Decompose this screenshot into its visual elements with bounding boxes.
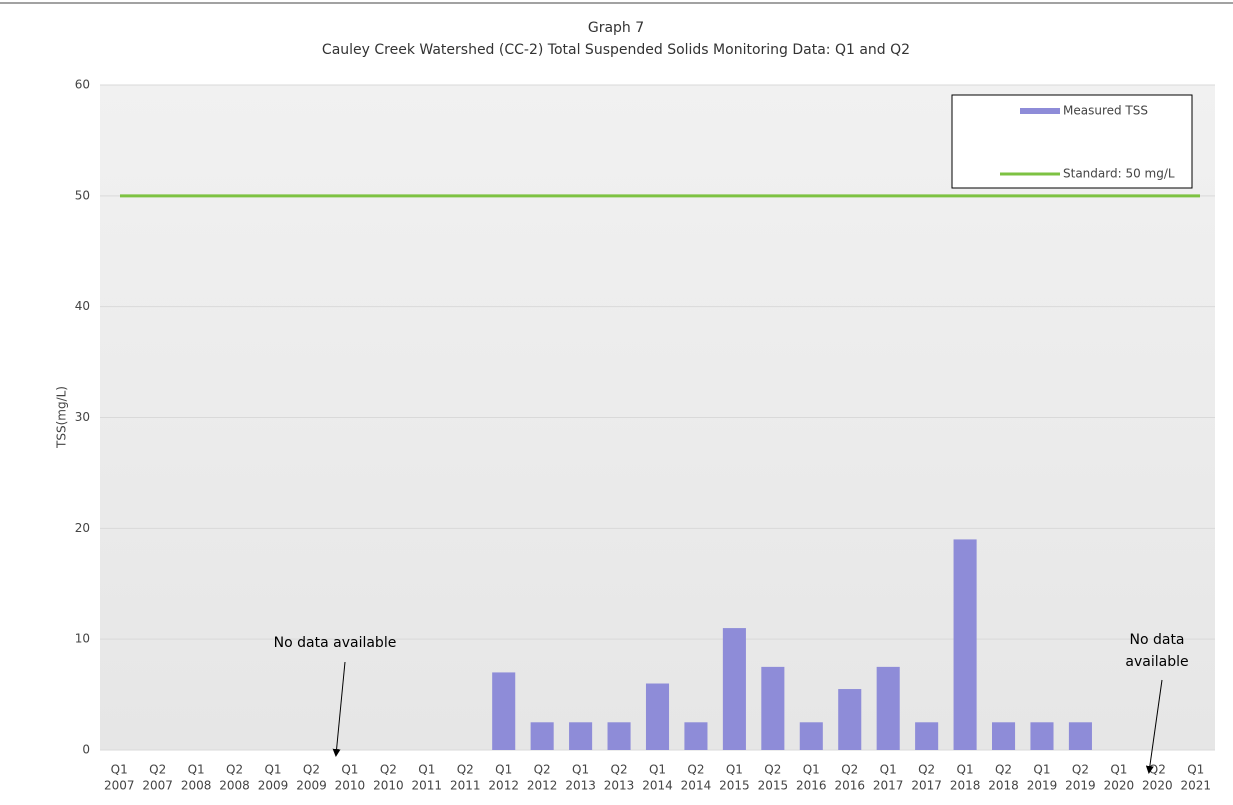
x-tick-label: Q1	[111, 763, 128, 777]
chart-subtitle: Cauley Creek Watershed (CC-2) Total Susp…	[322, 42, 910, 58]
y-tick-label: 30	[75, 410, 90, 424]
bar	[953, 539, 977, 750]
legend-label: Standard: 50 mg/L	[1063, 167, 1175, 181]
x-tick-label: 2009	[258, 779, 289, 793]
bar	[1068, 722, 1092, 750]
x-tick-label: 2015	[758, 779, 789, 793]
y-tick-label: 60	[75, 78, 90, 92]
x-tick-label: 2018	[950, 779, 981, 793]
x-tick-label: 2007	[104, 779, 135, 793]
annotation-arrow	[332, 661, 346, 757]
x-tick-label: Q2	[1072, 763, 1089, 777]
x-tick-label: Q2	[534, 763, 551, 777]
x-tick-label: 2014	[642, 779, 673, 793]
x-tick-label: Q1	[1033, 763, 1050, 777]
x-tick-label: Q2	[1149, 763, 1166, 777]
x-tick-label: 2017	[911, 779, 942, 793]
bar	[569, 722, 593, 750]
x-tick-label: 2019	[1027, 779, 1058, 793]
x-tick-label: 2012	[527, 779, 558, 793]
x-tick-label: 2010	[335, 779, 366, 793]
y-tick-label: 20	[75, 521, 90, 535]
x-tick-label: Q1	[418, 763, 435, 777]
y-tick-label: 10	[75, 632, 90, 646]
x-tick-label: 2008	[181, 779, 212, 793]
x-tick-label: Q1	[726, 763, 743, 777]
y-tick-label: 50	[75, 188, 90, 202]
x-tick-label: Q1	[1110, 763, 1127, 777]
bar	[684, 722, 708, 750]
x-tick-label: 2017	[873, 779, 904, 793]
x-tick-label: 2009	[296, 779, 327, 793]
x-tick-label: Q1	[264, 763, 281, 777]
bar	[915, 722, 939, 750]
x-tick-label: Q2	[764, 763, 781, 777]
x-tick-label: Q1	[803, 763, 820, 777]
x-tick-label: Q1	[1187, 763, 1204, 777]
bar	[492, 672, 516, 750]
x-tick-label: Q1	[572, 763, 589, 777]
x-tick-label: 2020	[1142, 779, 1173, 793]
x-tick-label: 2013	[565, 779, 596, 793]
chart-title: Graph 7	[588, 20, 644, 36]
x-tick-label: 2008	[219, 779, 250, 793]
y-tick-label: 0	[82, 743, 90, 757]
bar	[761, 666, 785, 750]
x-tick-label: Q2	[457, 763, 474, 777]
x-tick-label: Q1	[341, 763, 358, 777]
bar	[645, 683, 670, 750]
x-tick-label: 2015	[719, 779, 750, 793]
annotation: No data available	[274, 635, 397, 651]
legend-box	[951, 94, 1193, 189]
bar	[992, 722, 1016, 750]
y-axis-label: TSS(mg/L)	[55, 386, 69, 449]
bar	[799, 722, 823, 750]
x-tick-label: Q1	[957, 763, 974, 777]
annotation: available	[1125, 654, 1188, 670]
bar	[607, 722, 631, 750]
bar	[876, 666, 900, 750]
x-tick-label: Q2	[226, 763, 243, 777]
x-tick-label: 2010	[373, 779, 404, 793]
x-tick-label: 2016	[796, 779, 827, 793]
x-tick-label: Q1	[188, 763, 205, 777]
annotation-arrow	[1145, 679, 1163, 774]
bar	[530, 722, 554, 750]
x-tick-label: 2007	[142, 779, 173, 793]
bar	[838, 689, 862, 750]
x-tick-label: 2021	[1181, 779, 1212, 793]
x-tick-label: Q2	[918, 763, 935, 777]
x-tick-label: Q2	[380, 763, 397, 777]
x-tick-label: 2014	[681, 779, 712, 793]
x-tick-label: Q2	[841, 763, 858, 777]
x-tick-label: 2011	[412, 779, 443, 793]
x-tick-label: 2016	[834, 779, 865, 793]
legend-swatch	[1020, 108, 1060, 114]
x-tick-label: Q2	[149, 763, 166, 777]
x-tick-label: 2018	[988, 779, 1019, 793]
x-tick-label: 2011	[450, 779, 481, 793]
bar	[1030, 722, 1054, 750]
annotation: No data	[1129, 632, 1184, 648]
x-tick-label: 2019	[1065, 779, 1096, 793]
x-tick-label: Q1	[880, 763, 897, 777]
x-tick-label: Q2	[611, 763, 628, 777]
x-tick-label: Q2	[687, 763, 704, 777]
y-tick-label: 40	[75, 299, 90, 313]
x-tick-label: 2020	[1104, 779, 1135, 793]
x-tick-label: Q1	[495, 763, 512, 777]
x-tick-label: Q2	[303, 763, 320, 777]
legend-label: Measured TSS	[1063, 104, 1148, 118]
x-tick-label: 2013	[604, 779, 635, 793]
x-tick-label: Q2	[995, 763, 1012, 777]
bar	[722, 628, 746, 750]
x-tick-label: 2012	[488, 779, 519, 793]
x-tick-label: Q1	[649, 763, 666, 777]
